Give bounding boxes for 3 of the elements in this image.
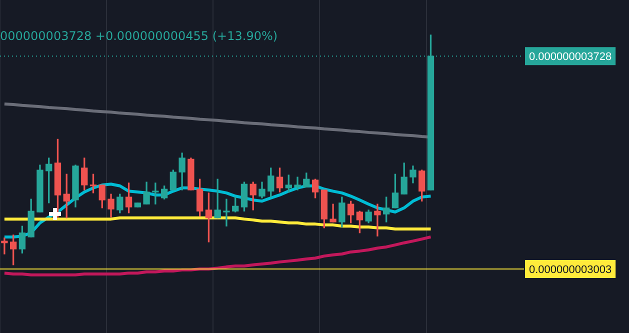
ref-line-label: 0.000000003728 [529,51,612,64]
ref-line-label: 0.000000003003 [529,264,612,276]
annotation: 000000003728 +0.000000000455 (+13.90%) [0,29,278,44]
